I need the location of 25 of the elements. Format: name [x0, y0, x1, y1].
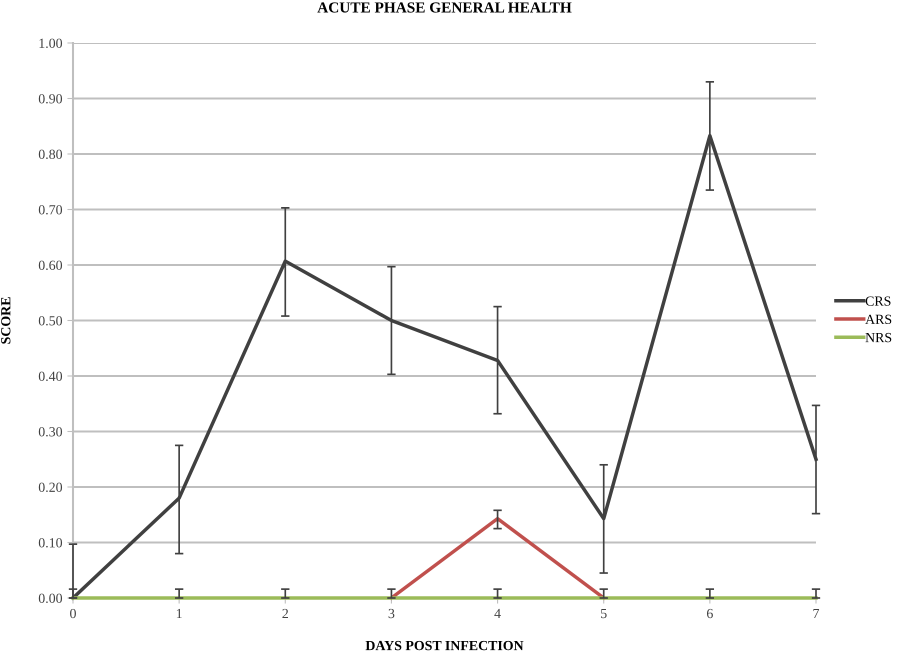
- legend-label: ARS: [865, 314, 892, 324]
- y-tick-label: 0.40: [38, 372, 62, 382]
- y-tick-label: 0.50: [38, 316, 62, 326]
- x-tick-label: 4: [494, 608, 501, 618]
- x-tick-label: 7: [813, 608, 820, 618]
- y-tick-label: 0.30: [38, 427, 62, 437]
- x-tick-label: 3: [388, 608, 394, 618]
- y-axis-title: SCORE: [1, 297, 10, 344]
- x-tick-label: 2: [282, 608, 288, 618]
- x-axis-title: DAYS POST INFECTION: [366, 640, 524, 650]
- chart-title: ACUTE PHASE GENERAL HEALTH: [317, 2, 572, 13]
- y-tick-label: 0.80: [38, 150, 62, 160]
- legend-label: NRS: [865, 332, 892, 342]
- x-tick-label: 0: [70, 608, 76, 618]
- legend-label: CRS: [866, 296, 890, 306]
- y-tick-label: 1.00: [40, 38, 62, 48]
- y-tick-label: 0.70: [38, 205, 62, 215]
- y-tick-label: 0.10: [38, 538, 62, 548]
- y-tick-label: 0.90: [38, 94, 62, 104]
- y-tick-label: 0.00: [38, 594, 62, 604]
- x-tick-label: 1: [176, 608, 182, 618]
- x-tick-label: 5: [601, 608, 607, 618]
- y-tick-label: 0.20: [38, 482, 62, 492]
- x-tick-label: 6: [706, 608, 713, 618]
- y-tick-label: 0.60: [38, 260, 62, 270]
